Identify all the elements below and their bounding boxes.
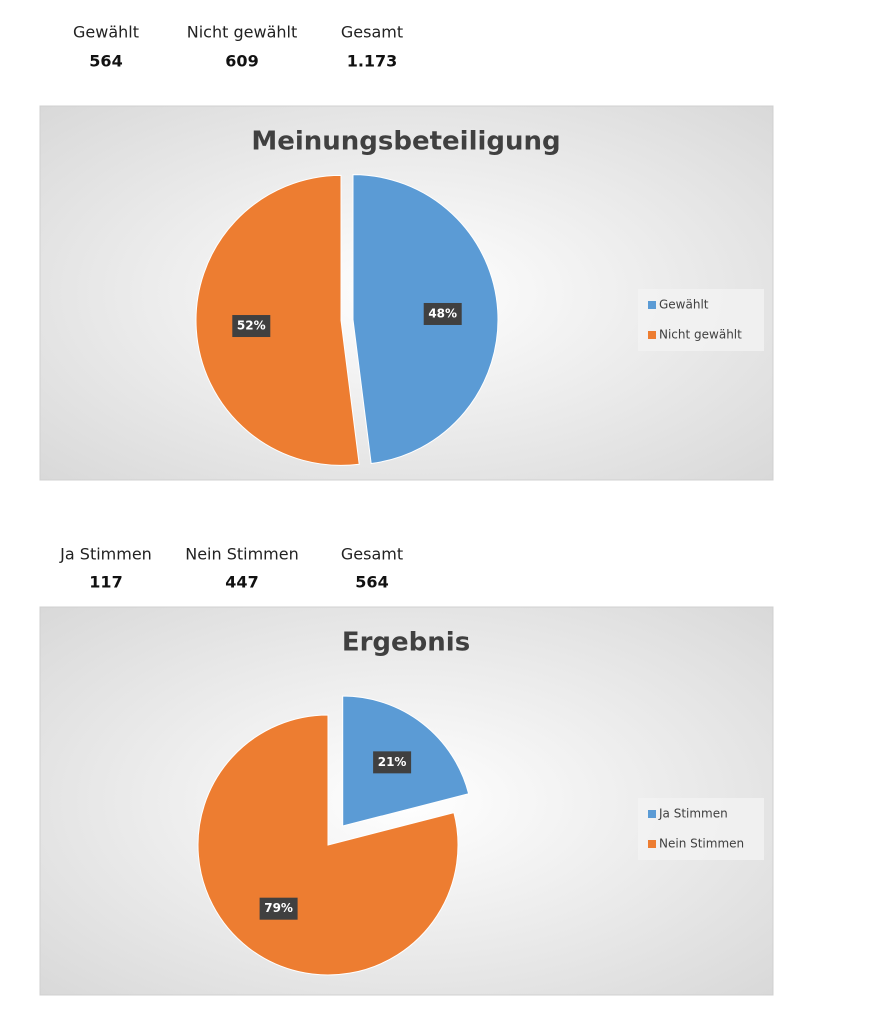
stat-value: 1.173 xyxy=(347,52,398,71)
stat-label: Ja Stimmen xyxy=(59,545,152,564)
legend-label: Nicht gewählt xyxy=(659,328,742,342)
legend-label: Nein Stimmen xyxy=(659,837,744,851)
legend-box xyxy=(638,798,764,860)
stat-label: Gewählt xyxy=(73,23,139,42)
stat-label: Gesamt xyxy=(341,23,403,42)
pie-slice xyxy=(195,174,360,466)
data-label-box xyxy=(232,315,271,338)
legend-label: Gewählt xyxy=(659,298,709,312)
stat-value: 564 xyxy=(355,573,388,592)
data-label: 52% xyxy=(237,319,266,333)
data-label: 48% xyxy=(428,306,457,320)
legend-label: Ja Stimmen xyxy=(658,807,728,821)
legend-swatch xyxy=(648,331,656,339)
stat-label: Gesamt xyxy=(341,545,403,564)
legend-box xyxy=(638,289,764,351)
legend-swatch xyxy=(648,301,656,309)
stat-label: Nein Stimmen xyxy=(185,545,299,564)
stat-label: Nicht gewählt xyxy=(187,23,297,42)
data-label: 21% xyxy=(378,755,407,769)
chart-title: Meinungsbeteiligung xyxy=(251,127,560,157)
data-label-box xyxy=(259,897,298,920)
chart-title: Ergebnis xyxy=(342,628,470,658)
data-label-box xyxy=(373,751,412,774)
stat-value: 117 xyxy=(89,573,122,592)
stat-value: 564 xyxy=(89,52,122,71)
legend-swatch xyxy=(648,840,656,848)
data-label-box xyxy=(423,302,462,325)
stat-value: 447 xyxy=(225,573,258,592)
legend-swatch xyxy=(648,810,656,818)
stat-value: 609 xyxy=(225,52,258,71)
data-label: 79% xyxy=(264,901,293,915)
